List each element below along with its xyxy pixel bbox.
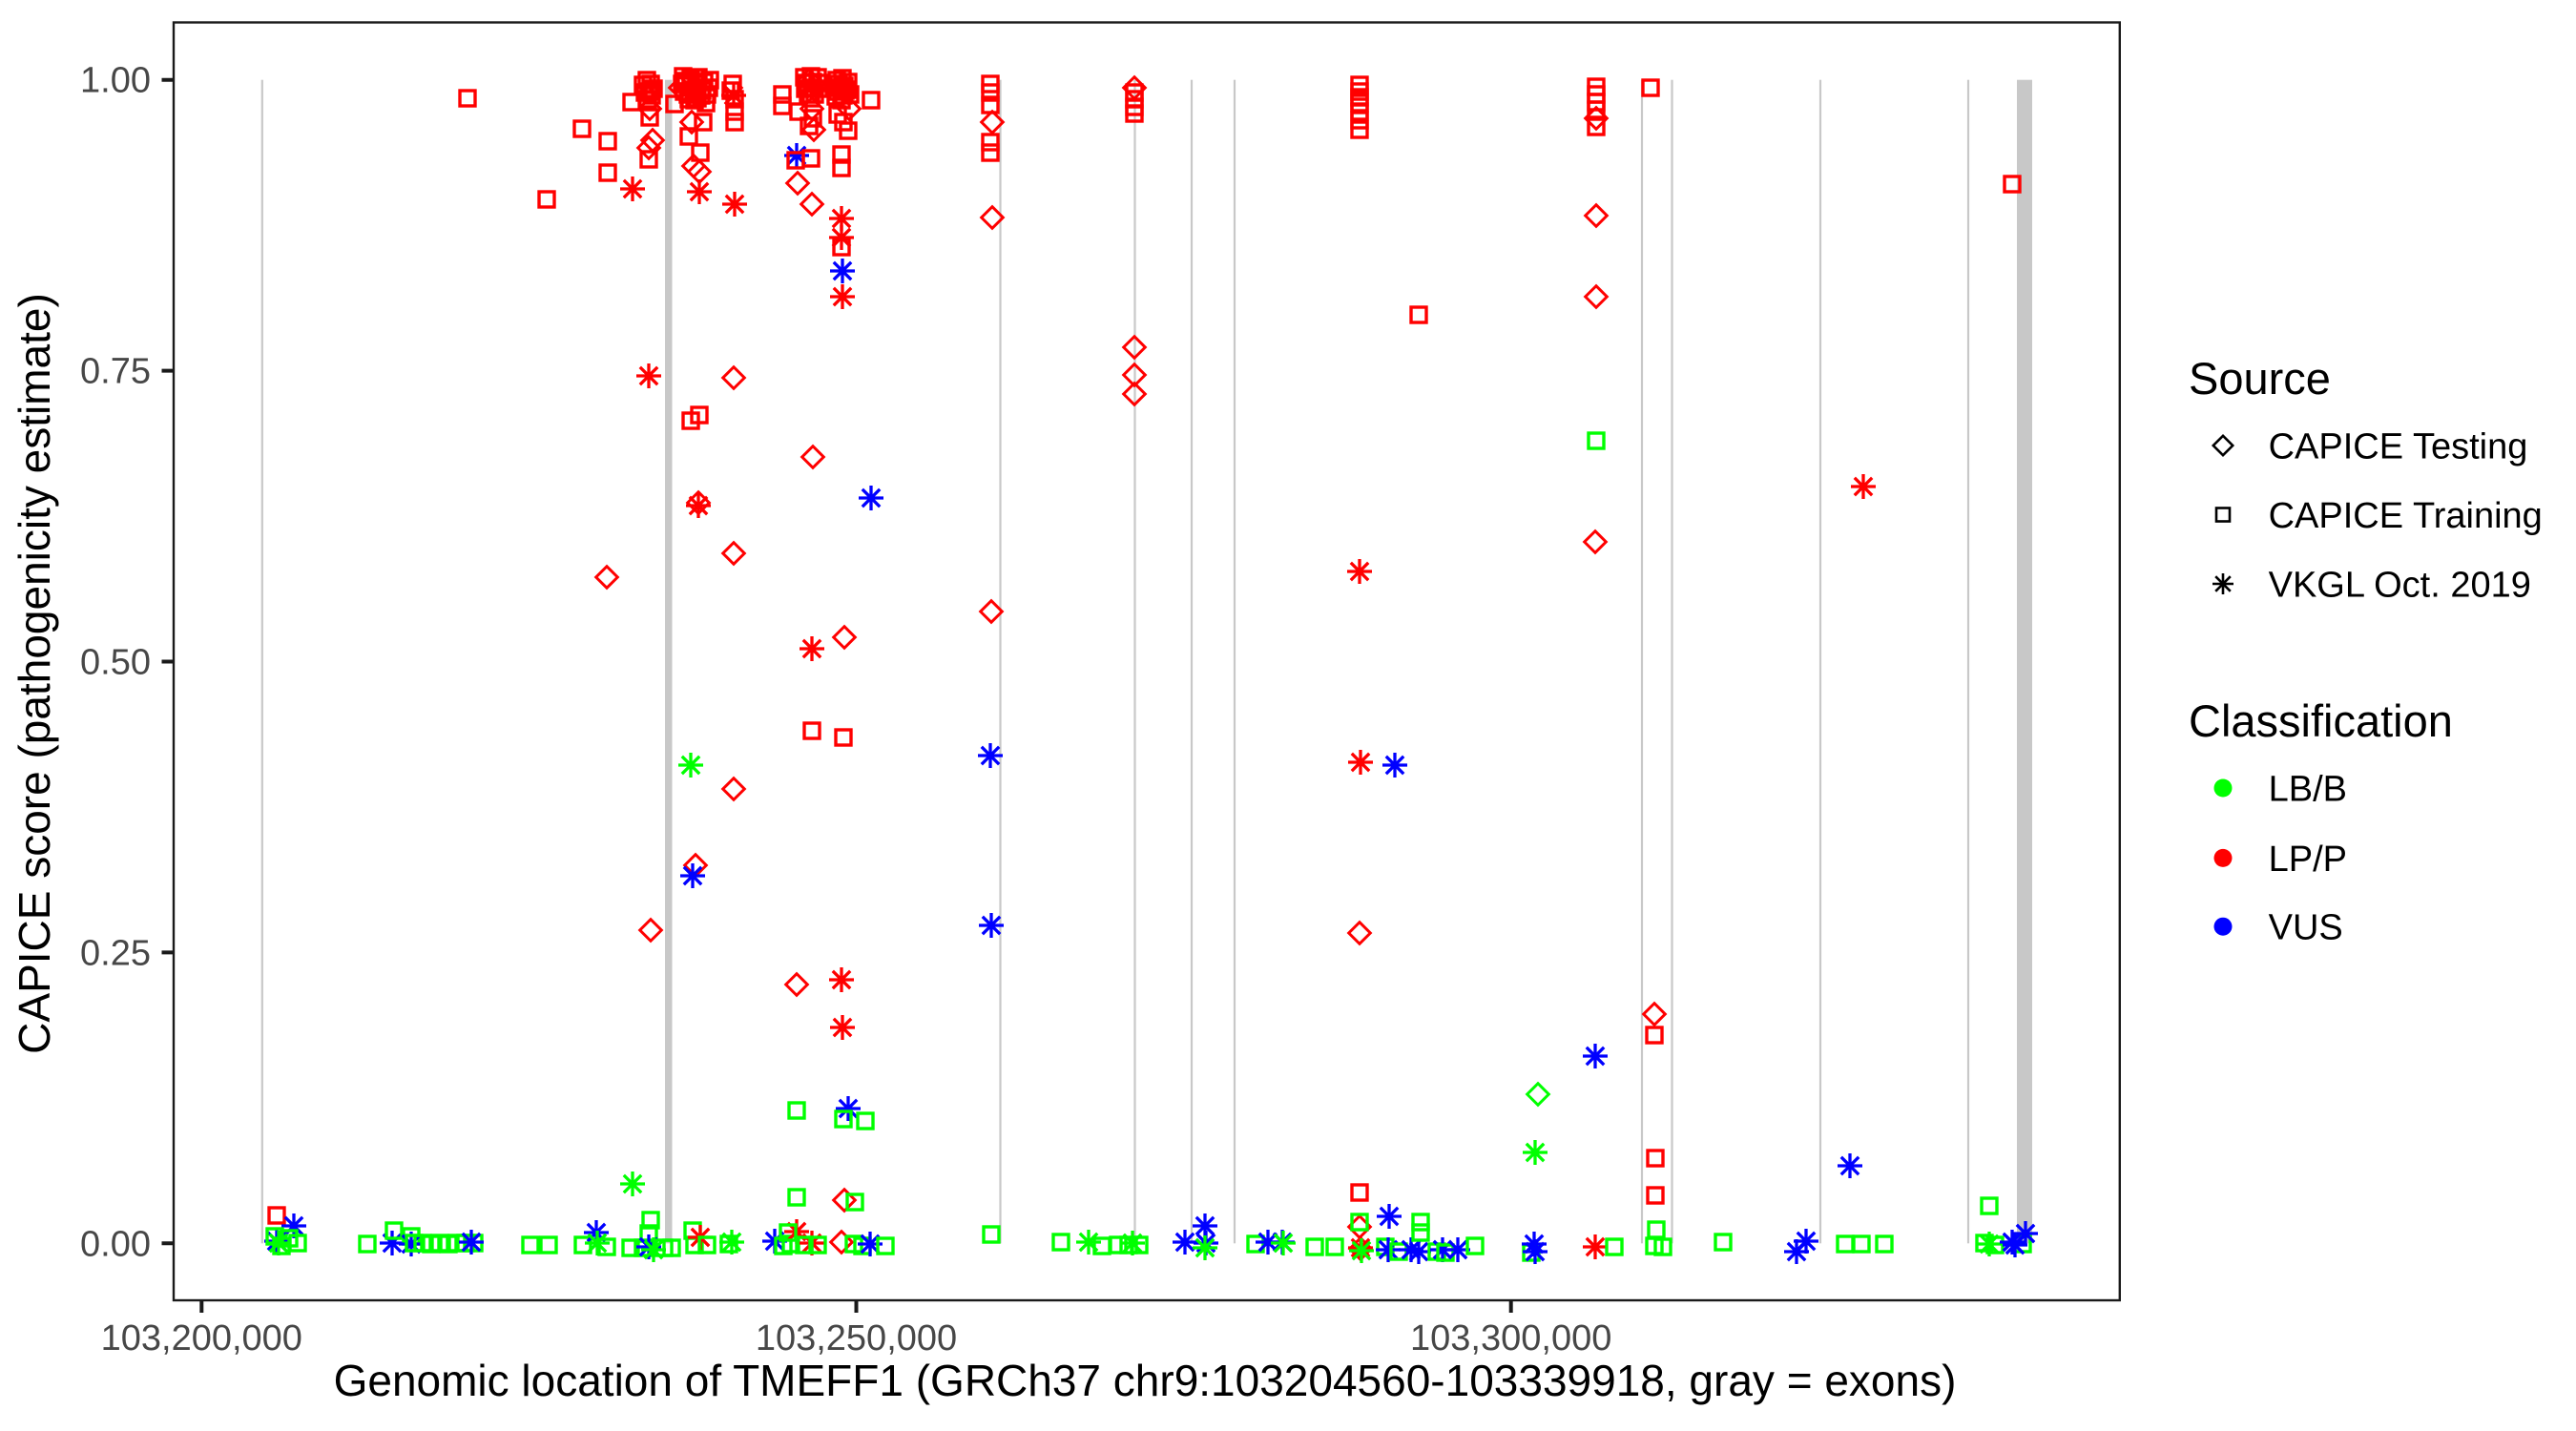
svg-text:CAPICE Testing: CAPICE Testing xyxy=(2269,427,2528,467)
svg-text:0.25: 0.25 xyxy=(80,933,151,973)
svg-text:0.00: 0.00 xyxy=(80,1224,151,1264)
svg-text:1.00: 1.00 xyxy=(80,61,151,101)
svg-text:LB/B: LB/B xyxy=(2269,770,2347,810)
svg-text:VUS: VUS xyxy=(2269,908,2343,948)
svg-text:103,250,000: 103,250,000 xyxy=(756,1318,957,1358)
svg-text:CAPICE score (pathogenicity es: CAPICE score (pathogenicity estimate) xyxy=(10,293,59,1054)
svg-text:103,200,000: 103,200,000 xyxy=(101,1318,302,1358)
svg-text:Source: Source xyxy=(2189,353,2331,404)
svg-text:0.75: 0.75 xyxy=(80,352,151,392)
svg-text:Genomic location of TMEFF1 (GR: Genomic location of TMEFF1 (GRCh37 chr9:… xyxy=(334,1356,1957,1405)
svg-text:103,300,000: 103,300,000 xyxy=(1410,1318,1611,1358)
svg-text:VKGL Oct. 2019: VKGL Oct. 2019 xyxy=(2269,566,2531,606)
svg-text:CAPICE Training: CAPICE Training xyxy=(2269,496,2543,536)
svg-text:0.50: 0.50 xyxy=(80,643,151,683)
svg-text:Classification: Classification xyxy=(2189,695,2453,746)
svg-text:LP/P: LP/P xyxy=(2269,840,2347,880)
